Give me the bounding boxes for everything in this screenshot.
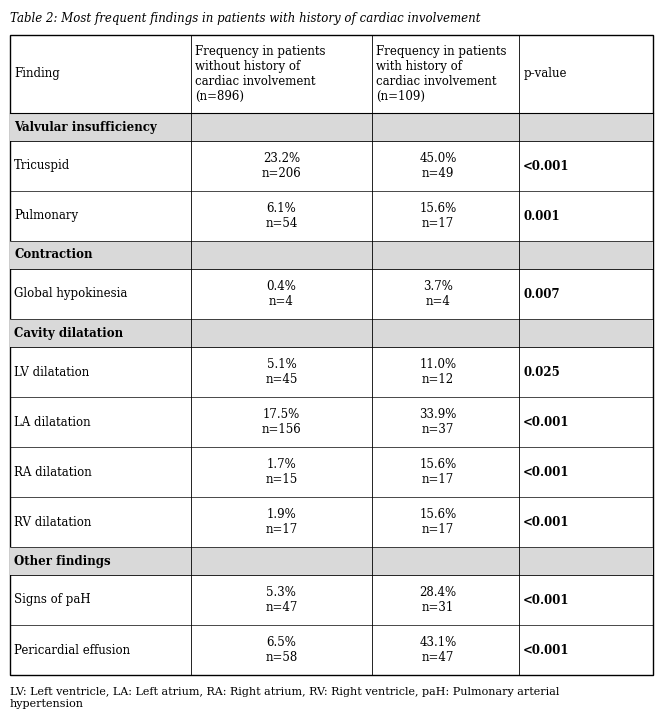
Text: Pulmonary: Pulmonary [14, 209, 78, 222]
Text: RA dilatation: RA dilatation [14, 466, 92, 479]
Bar [10, 547, 653, 575]
Text: Table 2: Most frequent findings in patients with history of cardiac involvement: Table 2: Most frequent findings in patie… [10, 12, 480, 25]
Text: 0.001: 0.001 [523, 209, 560, 222]
Text: RV dilatation: RV dilatation [14, 515, 91, 529]
Text: 17.5%
n=156: 17.5% n=156 [261, 408, 302, 436]
Text: Frequency in patients
without history of
cardiac involvement
(n=896): Frequency in patients without history of… [195, 45, 326, 103]
Text: <0.001: <0.001 [523, 159, 570, 172]
Text: 15.6%
n=17: 15.6% n=17 [419, 202, 457, 230]
Text: LV: Left ventricle, LA: Left atrium, RA: Right atrium, RV: Right ventricle, paH:: LV: Left ventricle, LA: Left atrium, RA:… [10, 687, 559, 709]
Text: 0.4%
n=4: 0.4% n=4 [267, 280, 296, 308]
Text: Cavity dilatation: Cavity dilatation [14, 327, 123, 340]
Text: <0.001: <0.001 [523, 594, 570, 607]
Text: Signs of paH: Signs of paH [14, 594, 90, 607]
Bar [10, 319, 653, 347]
Text: 3.7%
n=4: 3.7% n=4 [423, 280, 453, 308]
Text: <0.001: <0.001 [523, 644, 570, 657]
Text: LV dilatation: LV dilatation [14, 366, 89, 379]
Text: 0.007: 0.007 [523, 287, 560, 300]
Text: Other findings: Other findings [14, 555, 111, 568]
Text: <0.001: <0.001 [523, 515, 570, 529]
Text: 5.3%
n=47: 5.3% n=47 [265, 586, 297, 614]
Text: p-value: p-value [523, 67, 567, 80]
Bar [10, 35, 653, 675]
Text: 45.0%
n=49: 45.0% n=49 [419, 152, 457, 180]
Text: 28.4%
n=31: 28.4% n=31 [419, 586, 457, 614]
Text: 1.9%
n=17: 1.9% n=17 [265, 508, 297, 536]
Text: 15.6%
n=17: 15.6% n=17 [419, 458, 457, 486]
Text: 0.025: 0.025 [523, 366, 560, 379]
Text: 6.1%
n=54: 6.1% n=54 [265, 202, 297, 230]
Text: Valvular insufficiency: Valvular insufficiency [14, 120, 157, 133]
Text: Pericardial effusion: Pericardial effusion [14, 644, 130, 657]
Text: <0.001: <0.001 [523, 416, 570, 429]
Text: Frequency in patients
with history of
cardiac involvement
(n=109): Frequency in patients with history of ca… [376, 45, 507, 103]
Text: 43.1%
n=47: 43.1% n=47 [419, 636, 457, 664]
Bar [10, 241, 653, 269]
Text: Finding: Finding [14, 67, 60, 80]
Text: 5.1%
n=45: 5.1% n=45 [265, 358, 297, 386]
Text: 1.7%
n=15: 1.7% n=15 [265, 458, 297, 486]
Text: 23.2%
n=206: 23.2% n=206 [261, 152, 302, 180]
Text: 6.5%
n=58: 6.5% n=58 [265, 636, 297, 664]
Text: Global hypokinesia: Global hypokinesia [14, 287, 127, 300]
Text: 33.9%
n=37: 33.9% n=37 [419, 408, 457, 436]
Text: 15.6%
n=17: 15.6% n=17 [419, 508, 457, 536]
Bar [10, 113, 653, 141]
Text: Contraction: Contraction [14, 248, 92, 261]
Text: LA dilatation: LA dilatation [14, 416, 90, 429]
Text: 11.0%
n=12: 11.0% n=12 [419, 358, 457, 386]
Text: Tricuspid: Tricuspid [14, 159, 70, 172]
Text: <0.001: <0.001 [523, 466, 570, 479]
